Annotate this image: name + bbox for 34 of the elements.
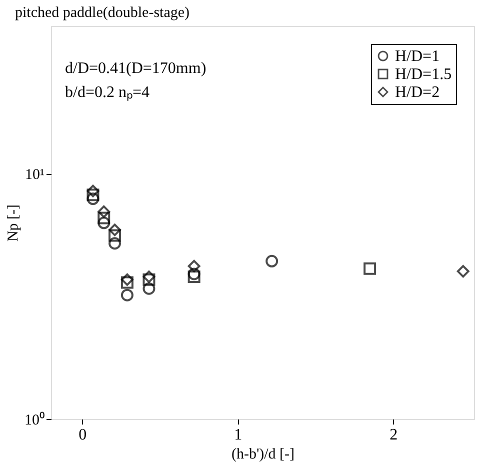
annotation: b/d=0.2 nₚ=4 [65, 84, 150, 101]
x-tick-label: 1 [234, 426, 242, 444]
point [108, 229, 122, 242]
point [142, 270, 156, 284]
annotation: d/D=0.41(D=170mm) [65, 60, 206, 77]
chart-title: pitched paddle(double-stage) [15, 5, 190, 21]
legend-label: H/D=1.5 [395, 66, 452, 83]
y-tick-label: 10¹ [25, 167, 44, 184]
point [108, 224, 122, 236]
point [142, 282, 156, 295]
point [120, 273, 134, 286]
point [86, 184, 100, 198]
point [98, 212, 110, 224]
point [266, 254, 278, 268]
point [98, 216, 110, 230]
point [142, 273, 156, 286]
point [456, 265, 470, 278]
point [188, 270, 200, 284]
point [86, 192, 100, 206]
legend-label: H/D=2 [395, 84, 440, 101]
point [188, 260, 200, 272]
point [98, 205, 110, 218]
x-tick-label: 2 [390, 426, 398, 444]
y-axis-title: Np [-] [6, 204, 22, 242]
point [364, 262, 376, 275]
y-tick-label: 10⁰ [24, 412, 44, 428]
point [86, 188, 100, 202]
legend-label: H/D=1 [395, 48, 440, 65]
x-axis-title: (h-b')/d [-] [231, 446, 295, 462]
x-tick-label: 0 [78, 426, 87, 444]
point [120, 288, 134, 302]
point [120, 276, 134, 289]
point [188, 268, 200, 280]
point [108, 237, 122, 250]
